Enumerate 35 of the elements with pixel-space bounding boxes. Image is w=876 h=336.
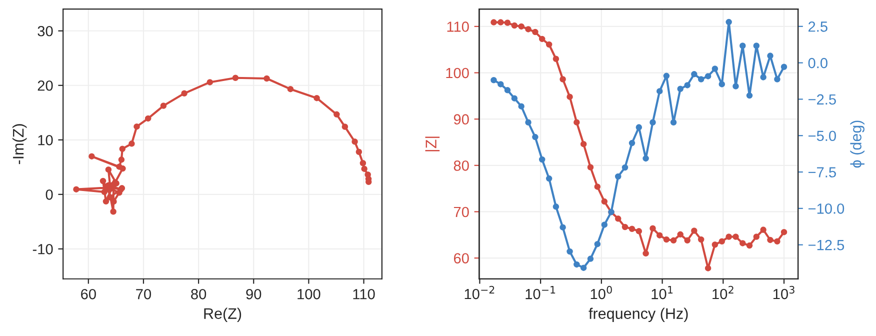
x-tick-label: 10$^{−1}$ [526, 286, 556, 300]
y-tick-label: 30 [38, 26, 53, 36]
y2-tick-label: −7.5 [808, 167, 836, 178]
x-tick-label: 60 [81, 288, 96, 300]
y-tick-label: 70 [454, 206, 469, 218]
x-tick-label: 70 [136, 288, 152, 300]
x-axis-title: frequency (Hz) [588, 308, 688, 322]
y2-tick-label: −12.5 [808, 240, 844, 250]
x-tick-label: 80 [191, 288, 206, 300]
y-axis-title: |Z| [425, 136, 440, 152]
y-tick-label: 20 [38, 80, 53, 91]
y-tick-label: 60 [454, 253, 469, 264]
x-tick-label: 10$^{−2}$ [464, 286, 494, 300]
y-tick-label: 10 [38, 134, 53, 146]
y-tick-label: 110 [447, 22, 469, 32]
y-tick-label: 80 [454, 160, 469, 171]
x-tick-label: 110 [353, 288, 375, 300]
y2-tick-label: 0.0 [808, 58, 828, 68]
y-tick-label: 100 [446, 68, 469, 78]
x-tick-label: 10$^{2}$ [712, 286, 734, 300]
x-tick-label: 10$^{1}$ [652, 286, 673, 300]
y-tick-label: 90 [454, 114, 469, 125]
y-tick-label: -10 [32, 244, 53, 254]
y2-tick-label: −10.0 [808, 204, 844, 214]
x-tick-label: 10$^{3}$ [773, 286, 794, 300]
y2-tick-label: −5.0 [808, 130, 836, 142]
x-axis-title: Re(Z) [204, 308, 242, 322]
x-tick-label: 100 [298, 288, 320, 300]
y2-tick-label: 2.5 [808, 22, 828, 32]
y-axis-title: -Im(Z) [12, 124, 27, 164]
y-tick-label: 0 [46, 189, 53, 200]
y2-tick-label: −2.5 [808, 94, 836, 105]
x-tick-label: 10$^{0}$ [590, 286, 612, 300]
y2-axis-title: ϕ (deg) [850, 120, 864, 168]
x-tick-label: 90 [246, 288, 262, 300]
